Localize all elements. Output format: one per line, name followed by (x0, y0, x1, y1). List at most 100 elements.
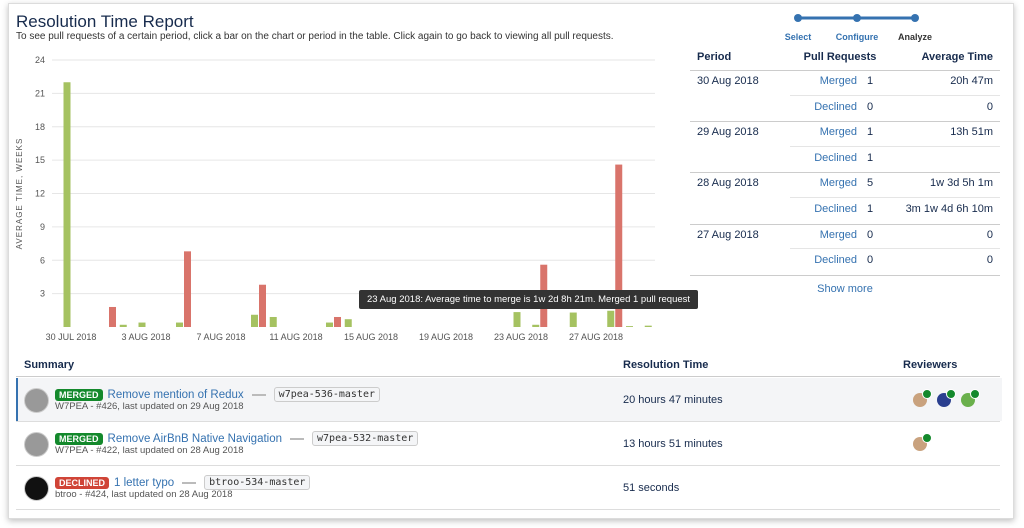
count-cell: 5 (867, 177, 874, 190)
bar[interactable] (109, 306, 116, 327)
step-label: Analyze (897, 32, 932, 42)
summary-header: Summary (24, 359, 75, 371)
author-avatar (24, 476, 49, 501)
period-header: Average Time (921, 51, 993, 63)
period-cell[interactable]: 28 Aug 2018 (697, 177, 759, 190)
y-tick-label: 21 (35, 88, 45, 98)
bar[interactable] (334, 316, 341, 327)
y-tick-label: 9 (40, 222, 45, 232)
step-label[interactable]: Select (784, 32, 812, 42)
bar[interactable] (607, 310, 615, 327)
time-cell: 0 (986, 254, 993, 267)
row-highlight (16, 378, 1002, 421)
bar[interactable] (513, 312, 521, 327)
pr-title-link[interactable]: Remove AirBnB Native Navigation (107, 432, 283, 445)
x-tick-label: 30 JUL 2018 (46, 332, 97, 342)
author-avatar (24, 388, 49, 413)
bar[interactable] (184, 251, 191, 327)
chart-tooltip: 23 Aug 2018: Average time to merge is 1w… (359, 290, 699, 309)
y-tick-label: 18 (35, 122, 45, 132)
rule (790, 248, 1000, 250)
period-cell[interactable]: 30 Aug 2018 (697, 75, 759, 87)
y-tick-label: 3 (40, 289, 45, 299)
x-tick-label: 7 AUG 2018 (196, 332, 245, 342)
rule (16, 376, 1000, 377)
pr-line: MERGED Remove AirBnB Native Navigation w7p… (55, 431, 419, 446)
rule (690, 172, 1000, 174)
bar[interactable] (176, 322, 183, 327)
bar[interactable] (532, 324, 540, 327)
count-cell: 1 (867, 151, 874, 164)
stepper (794, 14, 919, 22)
bar[interactable] (259, 284, 266, 327)
rule (790, 94, 1000, 96)
status-link[interactable]: Merged (819, 177, 857, 190)
stepper-dot (794, 14, 802, 22)
bar[interactable] (569, 312, 577, 327)
bar[interactable] (138, 322, 146, 327)
x-tick-label: 15 AUG 2018 (344, 332, 398, 342)
period-cell[interactable]: 27 Aug 2018 (697, 228, 759, 241)
resolution-time: 20 hours 47 minutes (623, 394, 723, 406)
summary-header: Reviewers (903, 359, 958, 371)
rule (790, 197, 1000, 199)
bar[interactable] (644, 325, 652, 327)
count-cell: 0 (867, 100, 874, 113)
rule (16, 465, 1000, 466)
pr-meta: W7PEA - #426, last updated on 29 Aug 201… (55, 401, 244, 412)
stepper-dot (911, 14, 919, 22)
time-cell: 3m 1w 4d 6h 10m (905, 203, 993, 215)
report-title: Resolution Time Report (16, 12, 194, 31)
status-link[interactable]: Merged (819, 75, 857, 87)
rule (690, 121, 1000, 123)
rule (790, 146, 1000, 147)
bar[interactable] (269, 316, 277, 327)
pr-title-link[interactable]: Remove mention of Redux (107, 388, 244, 401)
bar[interactable] (626, 326, 633, 327)
rule (16, 509, 1000, 510)
approved-check (922, 389, 932, 399)
status-link[interactable]: Declined (814, 100, 857, 113)
bar[interactable] (251, 314, 258, 327)
branch-name: btroo-534-master (204, 475, 311, 490)
pr-title-link[interactable]: 1 letter typo (114, 476, 175, 489)
bar[interactable] (119, 324, 127, 327)
status-link[interactable]: Declined (814, 203, 857, 215)
rule (690, 274, 1000, 276)
bar[interactable] (63, 82, 71, 327)
pr-line: DECLINED 1 letter typo btroo-534-master (55, 475, 311, 490)
author-avatar (24, 432, 49, 457)
period-header: Pull Requests (803, 51, 877, 63)
stepper-dot (853, 14, 861, 22)
time-cell: 20h 47m (950, 75, 993, 87)
y-tick-label: 6 (40, 255, 45, 265)
approved-check (946, 389, 956, 399)
count-cell: 1 (867, 126, 874, 139)
x-tick-label: 27 AUG 2018 (569, 332, 623, 342)
bar[interactable] (615, 164, 623, 327)
arrow-icon (290, 437, 305, 440)
approved-check (970, 389, 980, 399)
status-link[interactable]: Merged (819, 228, 857, 241)
resolution-time: 13 hours 51 minutes (623, 438, 723, 450)
rule (690, 70, 1000, 71)
show-more-link[interactable]: Show more (817, 283, 873, 295)
time-cell: 1w 3d 5h 1m (930, 177, 993, 190)
summary-header: Resolution Time (623, 359, 709, 371)
y-tick-label: 24 (35, 55, 45, 65)
x-tick-label: 19 AUG 2018 (419, 332, 473, 342)
step-label[interactable]: Configure (835, 32, 879, 42)
status-link[interactable]: Declined (814, 151, 857, 164)
status-link[interactable]: Merged (819, 126, 857, 139)
period-cell[interactable]: 29 Aug 2018 (697, 126, 759, 139)
report-card (8, 3, 1014, 519)
status-badge: MERGED (55, 432, 103, 445)
y-axis-label: AVERAGE TIME, WEEKS (15, 138, 24, 250)
x-tick-label: 23 AUG 2018 (494, 332, 548, 342)
count-cell: 0 (867, 228, 874, 241)
status-link[interactable]: Declined (814, 254, 857, 267)
time-cell: 0 (986, 228, 993, 241)
bar[interactable] (344, 319, 352, 327)
bar[interactable] (326, 322, 333, 327)
y-tick-label: 12 (35, 189, 45, 199)
